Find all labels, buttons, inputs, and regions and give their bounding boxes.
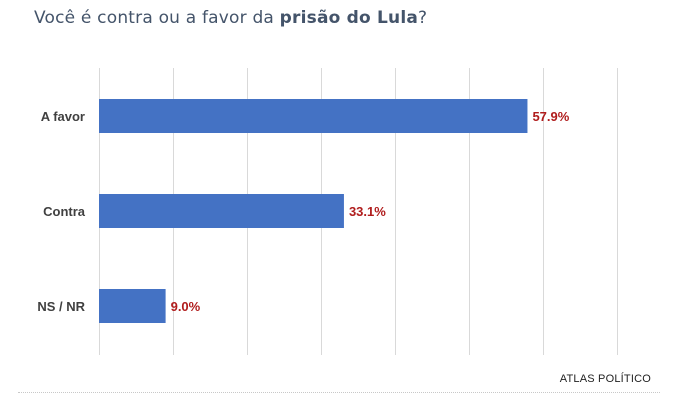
data-label: 33.1% <box>349 204 386 219</box>
source-credit: ATLAS POLÍTICO <box>559 373 651 385</box>
category-label: A favor <box>41 109 85 124</box>
data-label: 57.9% <box>532 109 569 124</box>
category-label: NS / NR <box>37 299 85 314</box>
bar-chart: A favor 57.9% Contra 33.1% NS / NR 9.0% <box>37 68 618 355</box>
data-label: 9.0% <box>171 299 201 314</box>
bar-ns-nr <box>99 289 166 323</box>
bars <box>99 99 528 323</box>
chart-title-prefix: Você é contra ou a favor da <box>34 8 280 28</box>
chart-title-emphasis: prisão do Lula <box>279 8 419 28</box>
chart-title-suffix: ? <box>418 8 428 28</box>
labels: A favor 57.9% Contra 33.1% NS / NR 9.0% <box>37 109 569 314</box>
category-label: Contra <box>43 204 86 219</box>
bar-a-favor <box>99 99 528 133</box>
bar-contra <box>99 194 344 228</box>
chart-title: Você é contra ou a favor da prisão do Lu… <box>34 8 427 28</box>
footer-divider <box>18 392 660 393</box>
